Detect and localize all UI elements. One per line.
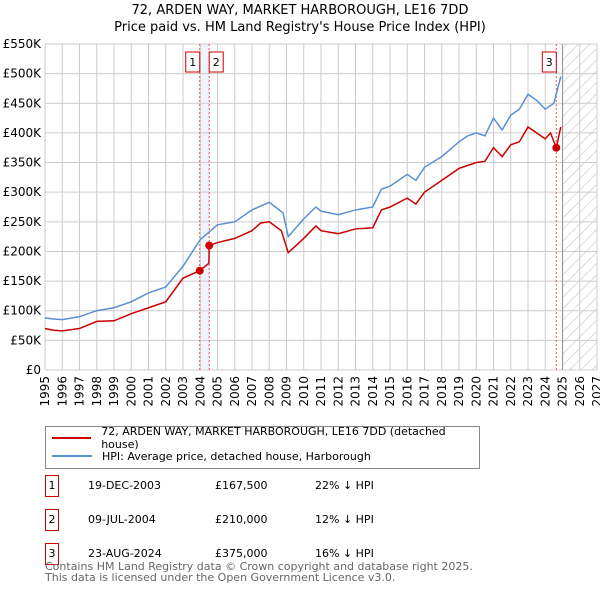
x-tick-label: 2014 <box>366 376 380 407</box>
chart-title: 72, ARDEN WAY, MARKET HARBOROUGH, LE16 7… <box>131 3 469 18</box>
sale-number: 3 <box>45 543 59 565</box>
x-tick-label: 1998 <box>90 376 104 407</box>
x-tick-label: 2022 <box>504 376 518 407</box>
sale-hpi-diff: 16% ↓ HPI <box>315 547 374 560</box>
footer-line-2: This data is licensed under the Open Gov… <box>45 571 396 584</box>
property-price-line <box>44 125 562 332</box>
x-tick-label: 2010 <box>297 376 311 407</box>
chart-subtitle: Price paid vs. HM Land Registry's House … <box>114 20 486 35</box>
x-tick-label: 2009 <box>280 376 294 407</box>
x-tick-label: 2025 <box>556 376 570 407</box>
y-tick-label: £400K <box>3 126 43 140</box>
sale-marker-box <box>541 51 557 73</box>
legend-label-hpi: HPI: Average price, detached house, Harb… <box>102 449 371 463</box>
x-tick-label: 2002 <box>159 376 173 407</box>
sale-price: £167,500 <box>215 479 268 492</box>
x-tick-label: 1995 <box>38 376 52 407</box>
sale-marker <box>552 143 561 152</box>
x-tick-label: 2023 <box>521 376 535 407</box>
x-tick-label: 2000 <box>124 376 138 407</box>
y-tick-label: £550K <box>3 37 43 51</box>
x-tick-label: 2006 <box>228 376 242 407</box>
sale-hpi-diff: 22% ↓ HPI <box>315 479 374 492</box>
sale-price: £375,000 <box>215 547 268 560</box>
sale-date: 19-DEC-2003 <box>88 479 162 492</box>
x-tick-label: 2004 <box>193 376 207 407</box>
x-tick-label: 2024 <box>538 376 552 407</box>
sale-price: £210,000 <box>215 513 268 526</box>
x-tick-label: 2005 <box>211 376 225 407</box>
x-tick-label: 2020 <box>469 376 483 407</box>
sale-number: 2 <box>45 509 59 531</box>
y-tick-label: £150K <box>3 274 43 288</box>
sale-marker-label: 1 <box>189 56 196 69</box>
sale-date: 23-AUG-2024 <box>88 547 162 560</box>
x-tick-label: 2015 <box>383 376 397 407</box>
x-tick-label: 2017 <box>418 376 432 407</box>
x-tick-label: 2027 <box>590 376 600 407</box>
x-tick-label: 2026 <box>573 376 587 407</box>
x-tick-label: 1997 <box>73 376 87 407</box>
sale-date: 09-JUL-2004 <box>88 513 156 526</box>
x-tick-label: 2021 <box>487 376 501 407</box>
sale-marker <box>195 266 204 275</box>
y-tick-label: £500K <box>3 67 43 81</box>
y-tick-label: £300K <box>3 185 43 199</box>
sale-marker <box>205 241 214 250</box>
x-tick-label: 1996 <box>55 376 69 407</box>
x-tick-label: 2013 <box>349 376 363 407</box>
sale-marker-label: 2 <box>213 56 220 69</box>
x-tick-label: 2003 <box>176 376 190 407</box>
x-tick-label: 2011 <box>314 376 328 407</box>
x-tick-label: 2016 <box>400 376 414 407</box>
sale-marker-box <box>185 51 201 73</box>
sale-hpi-diff: 12% ↓ HPI <box>315 513 374 526</box>
sale-band <box>199 44 210 370</box>
y-tick-label: £200K <box>3 244 43 258</box>
footer-line-1: Contains HM Land Registry data © Crown c… <box>45 560 473 573</box>
legend-swatch-property <box>52 437 92 439</box>
x-tick-label: 1999 <box>107 376 121 407</box>
legend-swatch-hpi <box>52 455 92 457</box>
y-tick-label: £250K <box>3 215 43 229</box>
hpi-line <box>44 76 562 321</box>
y-tick-label: £100K <box>3 304 43 318</box>
x-tick-label: 2008 <box>262 376 276 407</box>
x-tick-label: 2007 <box>245 376 259 407</box>
plot-area: £0 £50K £100K £150K £200K £250K £300K £350K £400… <box>3 37 600 407</box>
sale-marker-box <box>208 51 224 73</box>
x-tick-label: 2019 <box>452 376 466 407</box>
y-tick-label: £350K <box>3 156 43 170</box>
legend-label-property: 72, ARDEN WAY, MARKET HARBOROUGH, LE16 7… <box>101 425 446 451</box>
y-tick-label: £0 <box>26 363 41 377</box>
sale-number: 1 <box>45 475 59 497</box>
y-tick-label: £50K <box>10 333 42 347</box>
legend: 72, ARDEN WAY, MARKET HARBOROUGH, LE16 7… <box>45 425 480 469</box>
y-tick-label: £450K <box>3 96 43 110</box>
sale-marker-label: 3 <box>546 56 553 69</box>
x-tick-label: 2001 <box>142 376 156 407</box>
x-tick-label: 2012 <box>331 376 345 407</box>
x-tick-label: 2018 <box>435 376 449 407</box>
